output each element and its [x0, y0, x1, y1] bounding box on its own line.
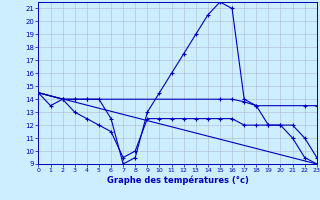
- X-axis label: Graphe des températures (°c): Graphe des températures (°c): [107, 176, 249, 185]
